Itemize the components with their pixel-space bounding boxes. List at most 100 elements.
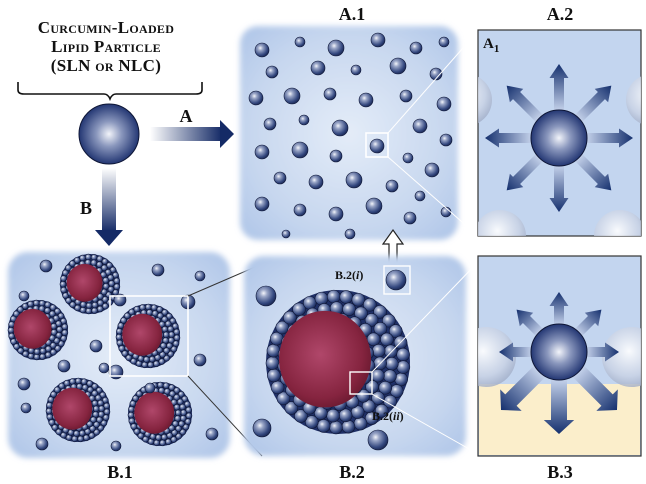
- coat-sphere: [46, 401, 53, 409]
- a1-sphere: [265, 65, 279, 79]
- b2ii-label: B.2(ii): [372, 409, 404, 423]
- coat-sphere: [53, 386, 61, 394]
- title-line-2: Lipid Particle: [51, 37, 161, 56]
- panel-b3-arrows: [499, 292, 619, 434]
- a1-sphere: [412, 118, 428, 134]
- coat-sphere: [33, 353, 41, 361]
- radial-arrow: [543, 378, 575, 434]
- coat-sphere: [95, 386, 103, 394]
- a1-sphere: [429, 67, 443, 81]
- title-line-3: (SLN or NLC): [50, 56, 162, 75]
- coat-sphere: [49, 304, 57, 311]
- coat-sphere: [49, 310, 56, 318]
- coat-sphere: [75, 377, 82, 385]
- coat-sphere: [380, 332, 394, 347]
- a1-sphere: [350, 64, 362, 76]
- coat-sphere: [27, 352, 35, 360]
- coat-sphere: [155, 434, 162, 441]
- coat-sphere: [177, 390, 185, 398]
- b1-particle-left: [7, 299, 69, 361]
- a1-sphere: [402, 152, 414, 164]
- coat-sphere: [174, 409, 182, 417]
- a1-sphere: [436, 96, 452, 112]
- radial-arrow-shape: [499, 342, 533, 362]
- coat-sphere: [99, 391, 107, 399]
- coat-sphere: [79, 254, 86, 262]
- a1-sphere: [323, 87, 337, 101]
- coat-sphere: [93, 421, 100, 428]
- coat-sphere: [351, 292, 366, 307]
- b1-free-sphere: [194, 270, 206, 282]
- coat-sphere: [163, 354, 170, 362]
- coat-sphere: [135, 390, 143, 398]
- coat-sphere: [173, 403, 181, 411]
- coat-sphere: [385, 357, 399, 371]
- coat-sphere: [61, 329, 69, 336]
- a1-sphere: [293, 203, 307, 217]
- particle-title: Curcumin-Loaded Lipid Particle (SLN or N…: [6, 18, 206, 75]
- coat-sphere: [170, 436, 178, 443]
- radial-arrow-shape: [571, 364, 618, 411]
- radial-arrow-shape: [485, 128, 533, 148]
- coat-sphere: [175, 432, 182, 440]
- b1-free-sphere: [113, 293, 127, 307]
- a1-sphere: [281, 229, 291, 239]
- coat-sphere: [167, 325, 174, 333]
- radial-arrow-shape: [573, 152, 612, 191]
- coat-sphere: [265, 356, 280, 370]
- coat-sphere: [49, 342, 57, 349]
- coat-sphere: [69, 301, 76, 309]
- coat-sphere: [267, 368, 281, 383]
- b1-free-sphere: [39, 259, 53, 273]
- coat-sphere: [97, 293, 104, 300]
- b1-particle-bottom-right: [127, 381, 193, 447]
- coat-sphere: [314, 291, 329, 306]
- coat-sphere: [283, 310, 297, 325]
- panel-b2-label: B.2: [339, 462, 365, 482]
- coat-sphere: [326, 408, 340, 423]
- coat-sphere: [353, 416, 368, 431]
- a1-sphere: [308, 174, 324, 190]
- radial-arrow: [506, 152, 545, 191]
- coat-sphere: [113, 283, 121, 290]
- b2-coated-particle: [265, 289, 411, 435]
- coat-sphere: [96, 305, 104, 313]
- radial-arrow-shape: [549, 64, 569, 112]
- coat-sphere: [33, 299, 40, 307]
- coat-sphere: [181, 395, 189, 403]
- coat-sphere: [284, 401, 299, 415]
- coat-sphere: [158, 358, 166, 365]
- coat-sphere: [276, 391, 291, 406]
- coat-sphere: [91, 399, 99, 407]
- a1-sphere: [438, 36, 450, 48]
- coat-sphere: [327, 289, 341, 304]
- coat-sphere: [13, 310, 20, 318]
- coat-sphere: [147, 361, 154, 369]
- coat-sphere: [180, 409, 187, 416]
- coat-sphere: [373, 321, 388, 336]
- coat-sphere: [101, 264, 108, 272]
- coat-sphere: [179, 403, 186, 411]
- b1-free-sphere: [20, 402, 32, 414]
- b1-free-sphere: [57, 359, 71, 373]
- coat-sphere: [383, 369, 397, 383]
- coat-sphere: [85, 253, 92, 261]
- panel-a1-label: A.1: [339, 4, 366, 24]
- b1-free-sphere: [108, 364, 124, 380]
- a1-sphere: [358, 92, 374, 108]
- coat-sphere: [356, 388, 371, 403]
- coat-sphere: [17, 347, 24, 355]
- a1-sphere: [365, 197, 383, 215]
- coat-sphere: [48, 419, 56, 426]
- a1-sphere: [294, 36, 306, 48]
- coat-sphere: [366, 332, 381, 347]
- coat-sphere: [156, 346, 163, 354]
- coat-sphere: [101, 258, 109, 265]
- coat-sphere: [73, 430, 80, 437]
- coat-sphere: [163, 347, 170, 354]
- coat-sphere: [56, 326, 63, 333]
- radial-arrow: [573, 85, 612, 124]
- coat-sphere: [33, 348, 41, 355]
- curcumin-core: [66, 263, 103, 302]
